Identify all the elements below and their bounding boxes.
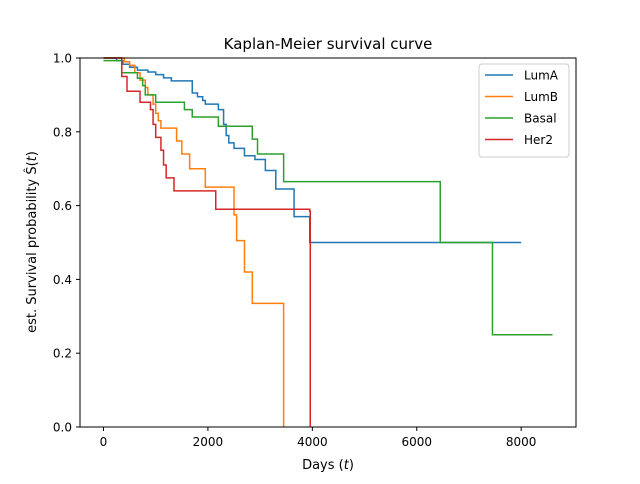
series-layer	[103, 57, 553, 427]
x-tick-label: 2000	[193, 435, 224, 449]
y-tick-label: 0.0	[53, 421, 72, 435]
series-line-luma	[103, 57, 522, 244]
x-axis-label: Days (t)	[302, 458, 354, 473]
plot-frame	[79, 57, 577, 428]
y-tick-label: 0.8	[53, 125, 72, 139]
legend-label-luma: LumA	[524, 69, 559, 83]
y-tick-label: 1.0	[53, 52, 72, 66]
y-tick-label: 0.6	[53, 199, 72, 213]
y-tick-label: 0.2	[53, 347, 72, 361]
x-tick-label: 8000	[506, 435, 537, 449]
y-tick-label: 0.4	[53, 273, 72, 287]
x-tick-label: 0	[100, 435, 108, 449]
x-tick-label: 6000	[401, 435, 432, 449]
series-line-her2	[103, 57, 311, 427]
legend-label-lumb: LumB	[524, 90, 558, 104]
legend: LumA LumB Basal Her2	[478, 63, 570, 158]
legend-box	[478, 63, 570, 158]
y-axis-label: est. Survival probability Ŝ(t)	[24, 151, 40, 333]
x-tick-label: 4000	[297, 435, 328, 449]
legend-label-her2: Her2	[524, 133, 553, 147]
series-line-basal	[103, 59, 553, 336]
axes-layer: 0 2000 4000 6000 8000 0.0 0.2 0.4 0.6 0.8 1.0	[53, 52, 577, 449]
legend-label-basal: Basal	[524, 112, 557, 126]
chart-title: Kaplan-Meier survival curve	[224, 35, 433, 53]
